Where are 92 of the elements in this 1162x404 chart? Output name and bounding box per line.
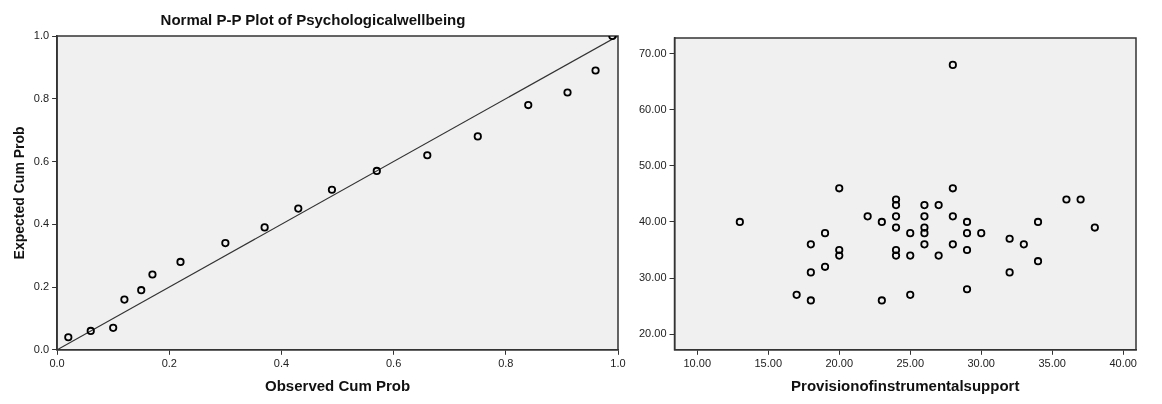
- point: [806, 296, 815, 305]
- point: [120, 295, 129, 304]
- point: [962, 245, 972, 255]
- x-tick-label: 30.00: [967, 357, 995, 370]
- x-tick-label: 40.00: [1109, 357, 1137, 370]
- point: [176, 257, 185, 267]
- point: [294, 204, 303, 213]
- point: [934, 251, 943, 260]
- x-tick-label: 20.00: [825, 357, 853, 370]
- point: [524, 100, 533, 110]
- point: [327, 185, 337, 194]
- y-tick-label: 20.00: [639, 327, 667, 340]
- point: [906, 290, 915, 299]
- point: [948, 212, 957, 221]
- point: [920, 201, 929, 210]
- point: [962, 217, 972, 227]
- point: [820, 229, 830, 238]
- y-tick-label: 1.0: [33, 29, 50, 42]
- x-tick-label: 15.00: [754, 357, 783, 370]
- x-tick-label: 25.00: [896, 357, 924, 370]
- x-tick-label: 0.6: [385, 357, 402, 370]
- point: [372, 166, 381, 176]
- point: [1019, 240, 1028, 249]
- point: [109, 323, 118, 332]
- point: [148, 270, 157, 279]
- point: [877, 217, 886, 227]
- y-tick-label: 40.00: [639, 214, 667, 227]
- x-tick-label: 0.8: [498, 357, 514, 370]
- point: [64, 333, 73, 342]
- y-tick-label: 0.2: [33, 280, 50, 293]
- y-tick-label: 70.00: [639, 46, 667, 59]
- point: [735, 217, 744, 227]
- point: [260, 223, 269, 232]
- y-tick-label: 0.0: [33, 342, 50, 355]
- point: [934, 201, 943, 210]
- point: [423, 151, 432, 160]
- point: [137, 286, 146, 295]
- point: [835, 245, 844, 255]
- point: [221, 239, 230, 248]
- point: [820, 262, 830, 271]
- x-tick-label: 1.0: [610, 357, 626, 370]
- point: [863, 212, 872, 221]
- point: [1033, 217, 1043, 227]
- point: [1005, 268, 1014, 277]
- point: [891, 201, 901, 210]
- y-tick-label: 60.00: [639, 102, 667, 115]
- point: [591, 66, 600, 75]
- point: [920, 240, 929, 249]
- point: [1090, 223, 1099, 232]
- point: [948, 184, 957, 193]
- x-axis-title: Observed Cum Prob: [265, 377, 411, 395]
- point: [891, 223, 901, 232]
- point: [906, 229, 915, 238]
- x-tick-label: 0.0: [49, 357, 65, 370]
- point: [835, 251, 844, 260]
- point: [920, 229, 929, 238]
- y-tick-label: 30.00: [639, 271, 667, 284]
- point: [962, 285, 972, 294]
- chart-title: Normal P-P Plot of Psychologicalwellbeing: [160, 11, 466, 29]
- point: [563, 88, 572, 97]
- point: [877, 296, 886, 305]
- point: [891, 195, 901, 204]
- point: [891, 245, 901, 255]
- point: [1062, 195, 1071, 204]
- x-tick-label: 0.4: [273, 357, 290, 370]
- point: [806, 268, 815, 277]
- point: [1076, 195, 1085, 204]
- point: [977, 229, 986, 238]
- point: [920, 212, 929, 221]
- x-axis-title: Provisionofinstrumentalsupport: [791, 377, 1020, 395]
- point: [906, 251, 915, 260]
- point: [473, 132, 482, 141]
- point: [806, 240, 815, 249]
- point: [948, 240, 957, 249]
- point: [962, 229, 972, 238]
- point: [891, 212, 901, 221]
- point: [920, 223, 929, 232]
- point: [792, 290, 801, 299]
- y-tick-label: 0.6: [33, 154, 50, 167]
- x-tick-label: 0.2: [161, 357, 177, 370]
- point: [948, 60, 957, 70]
- point: [1033, 257, 1043, 266]
- point: [891, 251, 901, 260]
- point: [835, 184, 844, 193]
- y-tick-label: 50.00: [639, 158, 667, 171]
- y-axis-title: Expected Cum Prob: [11, 126, 28, 260]
- y-tick-label: 0.8: [33, 91, 50, 104]
- x-tick-label: 35.00: [1038, 357, 1066, 370]
- x-tick-label: 10.00: [683, 357, 712, 370]
- point: [1005, 234, 1014, 243]
- point: [86, 326, 95, 336]
- y-tick-label: 0.4: [33, 217, 50, 230]
